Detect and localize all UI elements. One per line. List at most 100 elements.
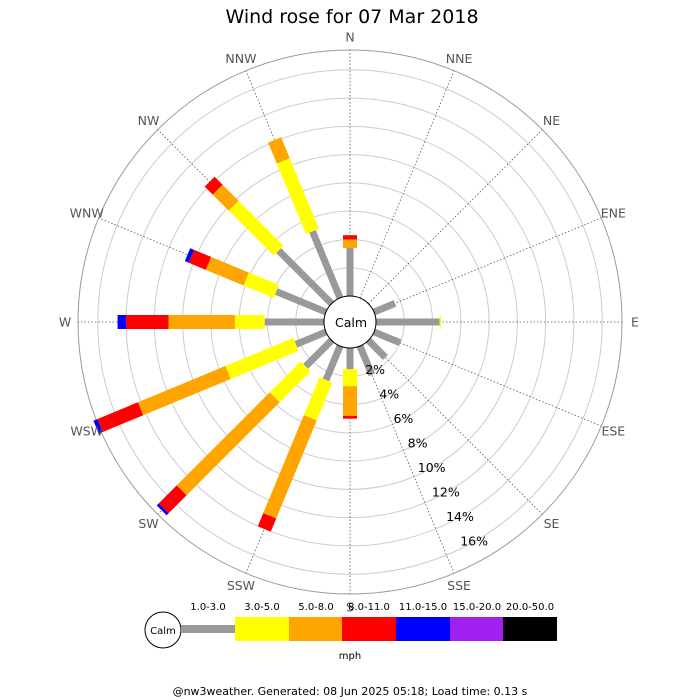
bar-ssw-bin-0 [322,344,344,382]
legend-swatch-5 [450,617,504,641]
dir-label-ssw: SSW [227,578,255,593]
bar-wsw-bin-3 [97,402,144,433]
tick-label-12: 12% [432,484,460,499]
bar-sw-bin-0 [303,337,335,369]
bar-wnw-bin-1 [243,272,280,298]
bar-s-bin-0 [346,348,354,370]
dir-label-nne: NNE [446,51,473,66]
bar-wsw-bin-0 [294,328,328,348]
dir-label-ene: ENE [601,205,626,220]
bar-wnw-bin-4 [184,248,195,263]
speed-legend: Calm 1.0-3.0 3.0-5.0 5.0-8.0 8.0-11.0 11.0-1… [144,602,557,662]
dir-label-se: SE [544,516,560,531]
bar-wnw-bin-2 [205,256,249,286]
bar-nw-bin-1 [228,200,284,256]
legend-label-6: 20.0-50.0 [506,602,554,613]
bar-w-bin-3 [126,315,169,329]
tick-label-16: 16% [460,533,488,548]
tick-label-10: 10% [418,460,446,475]
legend-swatch-0 [181,625,235,633]
grid-circle-16 [97,69,603,575]
bar-wnw-bin-0 [275,288,328,316]
legend-label-0: 1.0-3.0 [190,602,225,613]
dir-label-wsw: WSW [70,424,103,439]
spoke-sse [359,345,455,574]
tick-label-2: 2% [365,362,385,377]
bar-s-bin-1 [343,369,357,387]
legend-swatch-1 [235,617,289,641]
legend-label-3: 8.0-11.0 [348,602,390,613]
bar-nw-bin-2 [212,184,239,211]
legend-swatch-6 [503,617,557,641]
dir-label-e: E [631,315,639,330]
bar-w-bin-0 [264,318,325,326]
bar-sw-bin-3 [158,485,187,514]
direction-labels: N NNE NE ENE E ESE SE SSE S SSW SW WSW W WNW NW NNW [59,30,639,615]
bar-wsw-bin-4 [93,419,103,434]
bar-sw-bin-1 [269,361,311,403]
radial-tick-labels: 2% 4% 6% 8% 10% 12% 14% 16% [365,362,488,548]
bar-w-bin-1 [234,315,265,329]
spoke-ese [373,331,602,427]
legend-calm-label: Calm [150,626,176,637]
calm-label: Calm [335,315,367,330]
bar-s-bin-3 [343,415,357,419]
dir-label-sw: SW [138,516,158,531]
tick-label-8: 8% [408,435,428,450]
bar-e-bin-0 [376,318,440,326]
spoke-se [368,340,543,515]
spoke-ene [373,217,602,313]
bar-ssw-bin-3 [257,513,277,532]
tick-label-14: 14% [446,509,474,524]
bar-ssw-bin-2 [263,415,317,519]
wind-bars [93,137,442,532]
spoke-ne [368,129,543,304]
bar-n-bin-2 [343,239,357,248]
bar-nw-bin-0 [276,248,335,307]
dir-label-n: N [345,30,354,45]
legend-label-4: 11.0-15.0 [399,602,447,613]
dir-label-nw: NW [138,113,160,128]
dir-label-sse: SSE [447,578,471,593]
bar-e-bin-1 [439,315,442,329]
dir-label-w: W [59,315,71,330]
bar-sse-bin-0 [356,344,376,377]
spoke-nne [359,70,455,299]
bar-sw-bin-2 [176,392,280,496]
legend-unit: mph [339,651,361,662]
bar-se-bin-0 [365,337,388,360]
legend-label-2: 5.0-8.0 [298,602,333,613]
bar-nnw-bin-0 [309,230,344,300]
tick-label-4: 4% [379,386,399,401]
bar-w-bin-2 [168,315,235,329]
legend-swatch-3 [342,617,396,641]
dir-label-ne: NE [543,113,560,128]
footer-text: @nw3weather. Generated: 08 Jun 2025 05:1… [173,685,528,698]
calm-circle: Calm [323,295,377,349]
bar-n-bin-3 [343,235,357,240]
bar-s-bin-2 [343,386,357,416]
bar-n-bin-0 [346,247,354,296]
chart-title: Wind rose for 07 Mar 2018 [225,6,478,28]
legend-label-5: 15.0-20.0 [453,602,501,613]
bar-wsw-bin-1 [225,337,299,379]
dir-label-wnw: WNW [70,205,104,220]
bar-w-bin-4 [117,315,127,329]
bar-nnw-bin-1 [276,158,319,235]
tick-label-6: 6% [393,411,413,426]
bar-ese-bin-0 [372,328,402,347]
bar-ene-bin-0 [372,300,397,316]
bar-wsw-bin-2 [137,366,231,416]
legend-swatch-2 [289,617,343,641]
bar-wnw-bin-3 [188,249,212,270]
bar-sw-bin-4 [156,503,169,516]
legend-label-1: 3.0-5.0 [244,602,279,613]
dir-label-ese: ESE [601,424,625,439]
dir-label-s: S [346,600,354,615]
bar-nw-bin-3 [204,176,223,195]
bar-nnw-bin-2 [268,137,290,164]
legend-swatch-4 [396,617,450,641]
bar-ssw-bin-1 [303,377,333,421]
dir-label-nnw: NNW [225,51,256,66]
